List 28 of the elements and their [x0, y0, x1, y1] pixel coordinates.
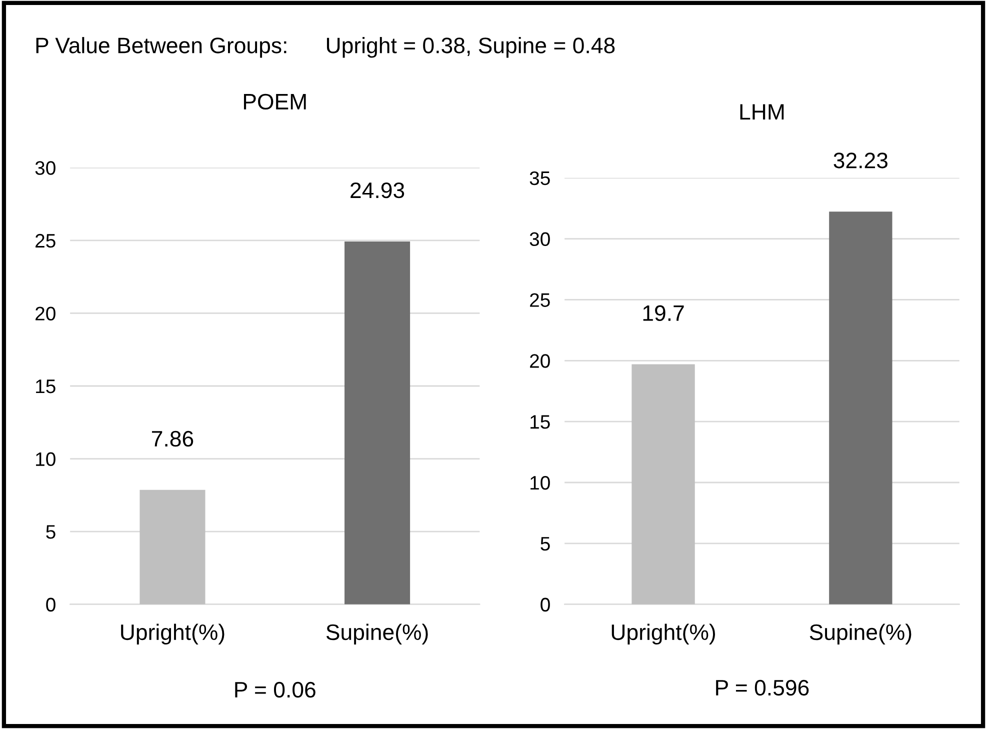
y-tick-label: 15: [530, 415, 550, 429]
y-tick-label: 30: [530, 232, 550, 246]
y-tick-label: 10: [530, 476, 550, 490]
data-label: 32.23: [834, 152, 888, 168]
data-label: 7.86: [152, 430, 194, 447]
x-tick-label: Supine(%): [810, 624, 912, 644]
text: P = 0.596: [716, 680, 809, 696]
y-tick-label: 25: [36, 234, 56, 248]
y-tick-label: 25: [530, 293, 550, 307]
y-tick-label: 35: [530, 171, 550, 186]
y-tick-label: 15: [36, 380, 56, 394]
y-tick-label: 0: [540, 598, 550, 612]
y-tick-label: 5: [540, 537, 550, 551]
data-label: 19.7: [643, 305, 684, 322]
x-tick-label: Upright(%): [121, 624, 224, 644]
x-tick-label: Supine(%): [326, 624, 428, 644]
x-tick-label: Upright(%): [612, 624, 715, 644]
y-tick-label: 5: [46, 525, 56, 539]
y-tick-label: 20: [36, 306, 56, 320]
chart-title: POEM: [244, 94, 306, 110]
y-tick-label: 0: [46, 598, 56, 612]
text: P = 0.06: [235, 682, 316, 698]
data-label: 24.93: [350, 182, 404, 198]
y-tick-label: 30: [35, 161, 56, 175]
y-tick-label: 10: [36, 452, 56, 466]
chart-title: LHM: [740, 104, 784, 120]
y-tick-label: 20: [530, 354, 550, 368]
text: P Value Between Groups: Upright = 0.38, Supine = 0.48: [36, 37, 615, 58]
